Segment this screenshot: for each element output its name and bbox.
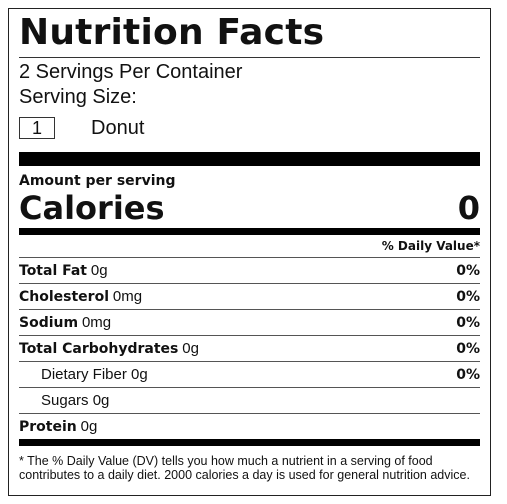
calories-row: Calories 0 bbox=[19, 190, 480, 226]
nutrient-amount: 0g bbox=[92, 392, 110, 409]
calories-divider bbox=[19, 228, 480, 235]
nutrient-name: Cholesterol bbox=[19, 289, 109, 305]
nutrient-row-sodium: Sodium 0mg 0% bbox=[19, 310, 480, 336]
nutrient-amount: 0mg bbox=[112, 288, 143, 305]
nutrient-amount: 0mg bbox=[81, 314, 112, 331]
nutrient-amount: 0g bbox=[182, 340, 199, 357]
nutrient-row-protein: Protein 0g bbox=[19, 414, 480, 439]
servings-per-container: 2 Servings Per Container bbox=[19, 61, 243, 83]
nutrient-name: Protein bbox=[19, 419, 77, 435]
serving-size-row: 1 Donut bbox=[19, 113, 480, 143]
footnote: * The % Daily Value (DV) tells you how m… bbox=[19, 454, 470, 482]
nutrient-row-sugars: Sugars 0g bbox=[19, 388, 480, 414]
bottom-divider bbox=[19, 439, 480, 446]
nutrient-name: Total Fat bbox=[19, 263, 88, 279]
nutrient-row-dietary-fiber: Dietary Fiber 0g 0% bbox=[19, 362, 480, 388]
calories-label: Calories bbox=[19, 189, 165, 227]
nutrient-percent: 0% bbox=[456, 314, 480, 331]
serving-quantity-input[interactable]: 1 bbox=[19, 117, 55, 139]
thick-divider bbox=[19, 152, 480, 166]
nutrient-percent: 0% bbox=[456, 288, 480, 305]
nutrient-percent: 0% bbox=[456, 262, 480, 279]
nutrition-label: Nutrition Facts 2 Servings Per Container… bbox=[8, 8, 491, 496]
serving-unit: Donut bbox=[91, 116, 145, 139]
nutrient-name: Total Carbohydrates bbox=[19, 341, 179, 357]
nutrient-percent: 0% bbox=[456, 366, 480, 383]
title-divider bbox=[19, 57, 480, 58]
nutrient-amount: 0g bbox=[90, 262, 108, 279]
daily-value-header: % Daily Value* bbox=[19, 235, 480, 258]
nutrient-name: Sodium bbox=[19, 315, 79, 331]
nutrient-percent: 0% bbox=[456, 340, 480, 357]
nutrient-row-cholesterol: Cholesterol 0mg 0% bbox=[19, 284, 480, 310]
nutrient-name: Dietary Fiber bbox=[41, 366, 127, 383]
calories-value: 0 bbox=[457, 189, 480, 227]
serving-size-label: Serving Size: bbox=[19, 86, 137, 108]
nutrient-row-total-carbohydrates: Total Carbohydrates 0g 0% bbox=[19, 336, 480, 362]
nutrient-name: Sugars bbox=[41, 392, 89, 409]
nutrient-amount: 0g bbox=[80, 418, 98, 435]
amount-per-serving: Amount per serving bbox=[19, 173, 176, 189]
nutrient-amount: 0g bbox=[131, 366, 148, 383]
label-title: Nutrition Facts bbox=[19, 12, 325, 53]
nutrient-row-total-fat: Total Fat 0g 0% bbox=[19, 258, 480, 284]
